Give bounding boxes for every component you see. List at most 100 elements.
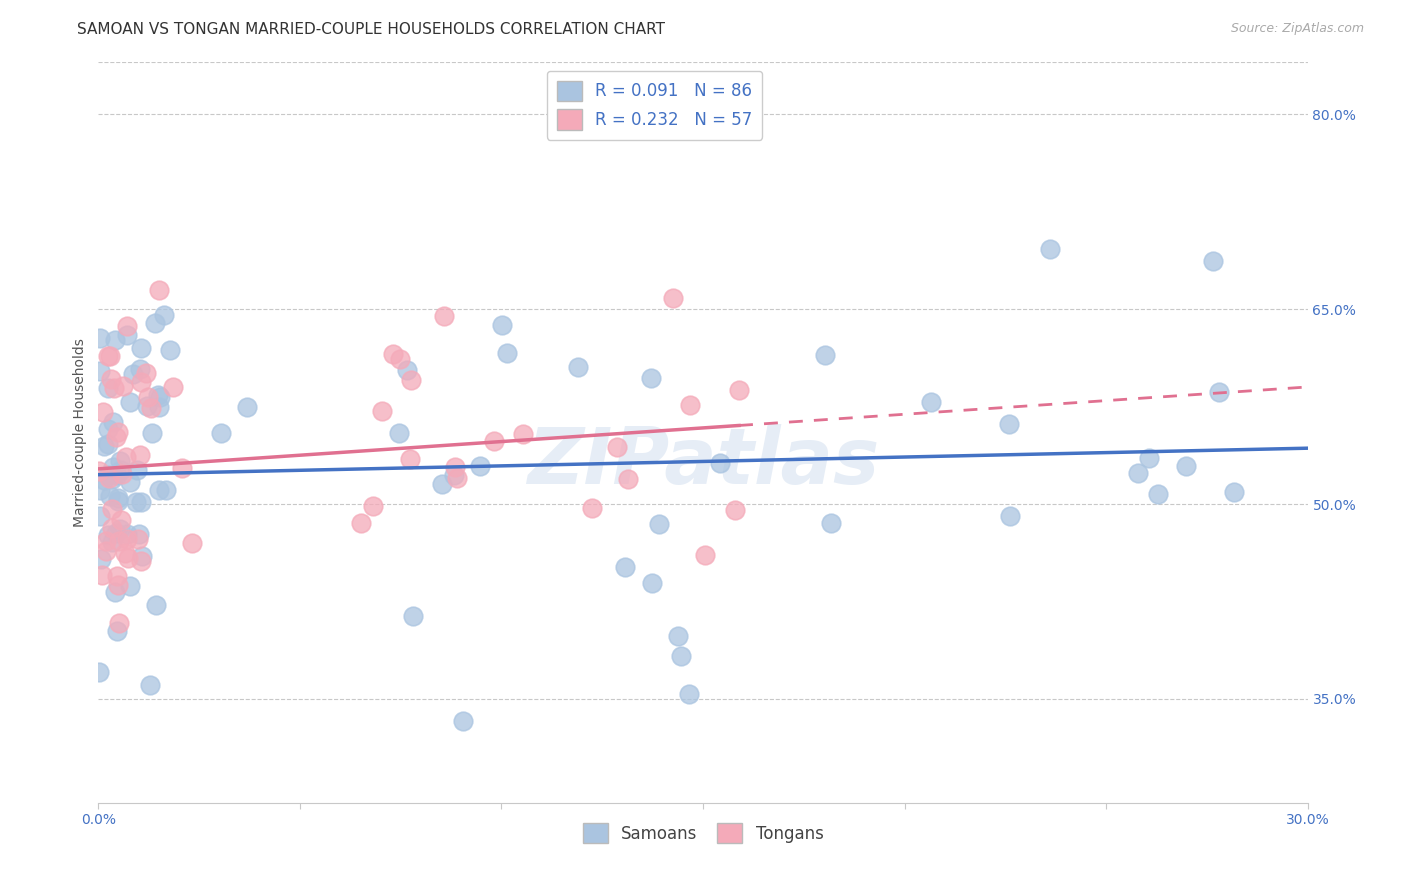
Point — [91, 405, 114, 419]
Point — [396, 362, 419, 376]
Point — [118, 394, 141, 409]
Point — [1126, 466, 1149, 480]
Point — [107, 578, 129, 592]
Point — [432, 477, 454, 491]
Point — [87, 464, 110, 478]
Point — [235, 400, 257, 414]
Point — [100, 372, 122, 386]
Point — [666, 629, 689, 643]
Point — [145, 598, 167, 612]
Point — [399, 373, 422, 387]
Point — [709, 457, 731, 471]
Point — [105, 569, 128, 583]
Point — [115, 450, 138, 465]
Point — [114, 546, 136, 560]
Point — [111, 467, 134, 481]
Point — [131, 549, 153, 563]
Point — [107, 425, 129, 440]
Point — [98, 349, 121, 363]
Point — [148, 283, 170, 297]
Point — [143, 316, 166, 330]
Point — [388, 351, 411, 366]
Point — [468, 458, 491, 473]
Point — [101, 459, 124, 474]
Point — [128, 448, 150, 462]
Point — [110, 463, 132, 477]
Point — [135, 399, 157, 413]
Point — [108, 522, 131, 536]
Point — [135, 367, 157, 381]
Point — [920, 395, 942, 409]
Point — [443, 460, 465, 475]
Point — [491, 318, 513, 333]
Point — [159, 343, 181, 357]
Point — [606, 441, 628, 455]
Point — [97, 468, 120, 483]
Point — [93, 473, 115, 487]
Point — [1174, 458, 1197, 473]
Point — [110, 513, 132, 527]
Point — [433, 309, 456, 323]
Point — [139, 401, 162, 416]
Point — [371, 403, 394, 417]
Point — [91, 568, 114, 582]
Point — [97, 528, 120, 542]
Point — [107, 491, 129, 505]
Point — [105, 525, 128, 540]
Point — [97, 471, 120, 485]
Point — [93, 439, 115, 453]
Point — [361, 499, 384, 513]
Point — [640, 371, 662, 385]
Point — [567, 359, 589, 374]
Point — [399, 452, 422, 467]
Point — [89, 330, 111, 344]
Point — [118, 475, 141, 490]
Point — [129, 495, 152, 509]
Text: Source: ZipAtlas.com: Source: ZipAtlas.com — [1230, 22, 1364, 36]
Point — [96, 436, 118, 450]
Point — [108, 615, 131, 630]
Point — [482, 434, 505, 448]
Point — [118, 579, 141, 593]
Point — [89, 364, 111, 378]
Point — [96, 543, 118, 558]
Point — [129, 362, 152, 376]
Point — [152, 309, 174, 323]
Point — [105, 624, 128, 639]
Point — [1137, 450, 1160, 465]
Point — [162, 380, 184, 394]
Point — [101, 472, 124, 486]
Point — [104, 584, 127, 599]
Point — [451, 714, 474, 728]
Point — [443, 468, 465, 483]
Point — [998, 509, 1021, 524]
Point — [105, 430, 128, 444]
Point — [678, 687, 700, 701]
Point — [115, 533, 138, 547]
Point — [104, 334, 127, 348]
Text: SAMOAN VS TONGAN MARRIED-COUPLE HOUSEHOLDS CORRELATION CHART: SAMOAN VS TONGAN MARRIED-COUPLE HOUSEHOL… — [77, 22, 665, 37]
Point — [89, 508, 111, 523]
Point — [211, 425, 233, 440]
Point — [89, 483, 111, 497]
Point — [117, 319, 139, 334]
Point — [129, 554, 152, 568]
Point — [820, 516, 842, 531]
Point — [141, 425, 163, 440]
Point — [1039, 242, 1062, 256]
Point — [111, 378, 134, 392]
Point — [101, 416, 124, 430]
Point — [101, 502, 124, 516]
Point — [679, 398, 702, 412]
Point — [181, 535, 204, 549]
Point — [107, 494, 129, 508]
Point — [998, 417, 1021, 431]
Point — [1208, 384, 1230, 399]
Point — [446, 471, 468, 485]
Point — [129, 341, 152, 355]
Text: ZIPatlas: ZIPatlas — [527, 425, 879, 500]
Point — [136, 390, 159, 404]
Point — [669, 648, 692, 663]
Point — [127, 532, 149, 546]
Point — [495, 346, 517, 360]
